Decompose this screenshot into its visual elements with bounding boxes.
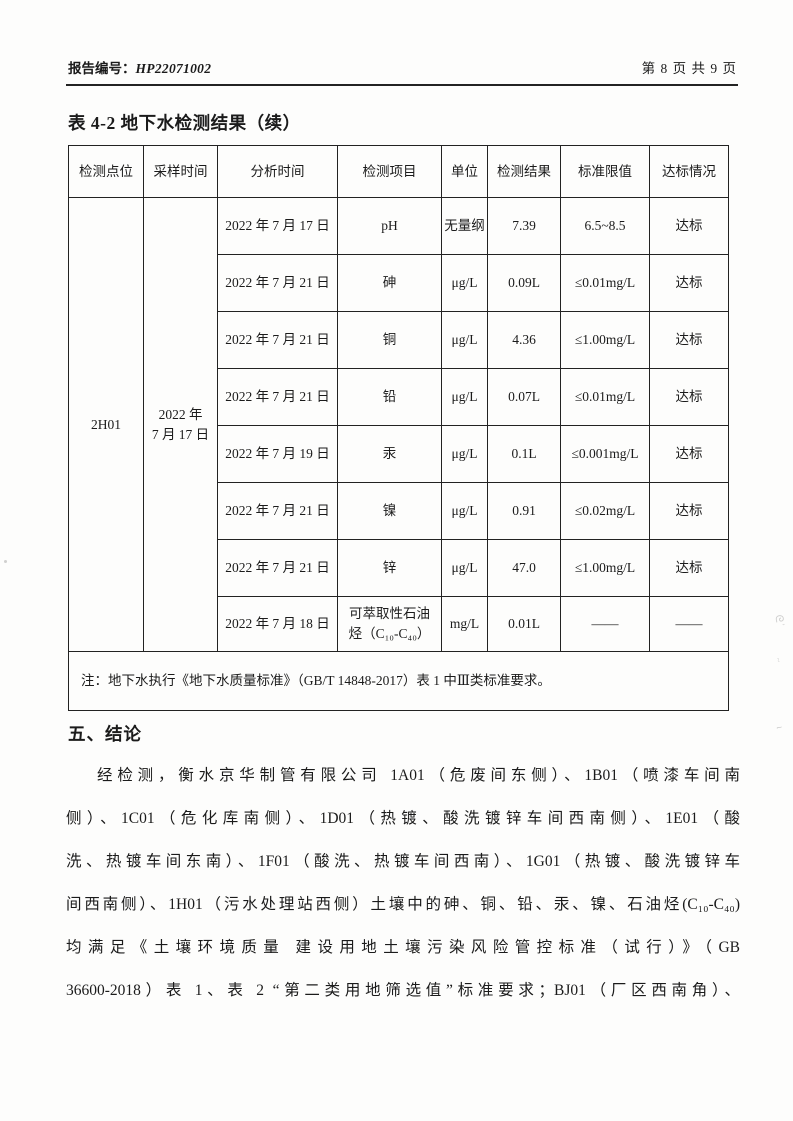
cell-limit: ≤0.001mg/L bbox=[560, 425, 650, 483]
paragraph-line: 洗、热镀车间东南）、1F01（酸洗、热镀车间西南）、1G01（热镀、酸洗镀锌车 bbox=[66, 853, 740, 870]
cell-unit: μg/L bbox=[441, 425, 488, 483]
paragraph-line: 间西南侧）、1H01（污水处理站西侧）土壤中的砷、铜、铅、汞、镍、石油烃(C₁₀… bbox=[66, 896, 740, 913]
cell-analysis-date: 2022 年 7 月 18 日 bbox=[217, 596, 338, 652]
cell-unit: μg/L bbox=[441, 482, 488, 540]
cell-item: pH bbox=[337, 197, 442, 255]
scan-artifact: ᘓ᾽ bbox=[772, 613, 787, 630]
cell-item: 可萃取性石油 烃（C₁₀-C₄₀） bbox=[337, 596, 442, 652]
column-header-unit: 单位 bbox=[441, 145, 488, 198]
cell-analysis-date: 2022 年 7 月 21 日 bbox=[217, 368, 338, 426]
scan-artifact: ~ bbox=[772, 656, 784, 664]
table-header-row: 检测点位 采样时间 分析时间 检测项目 单位 检测结果 标准限值 达标情况 bbox=[68, 145, 729, 198]
table-row: 2022 年 7 月 19 日 汞 μg/L 0.1L ≤0.001mg/L 达… bbox=[69, 425, 729, 483]
paragraph-line: 均满足《土壤环境质量 建设用地土壤污染风险管控标准（试行）》（GB bbox=[66, 939, 740, 956]
cell-item: 铜 bbox=[337, 311, 442, 369]
report-number: HP22071002 bbox=[135, 61, 212, 76]
table-note-row: 注：地下水执行《地下水质量标准》（GB/T 14848-2017）表 1 中Ⅲ类… bbox=[68, 651, 729, 711]
page-number: 第 8 页 共 9 页 bbox=[641, 61, 737, 76]
cell-result: 0.07L bbox=[487, 368, 561, 426]
cell-status: 达标 bbox=[649, 425, 729, 483]
cell-limit: 6.5~8.5 bbox=[560, 197, 650, 255]
cell-limit: ≤1.00mg/L bbox=[560, 539, 650, 597]
cell-unit: 无量纲 bbox=[441, 197, 488, 255]
cell-status: 达标 bbox=[649, 254, 729, 312]
cell-status: —— bbox=[649, 596, 729, 652]
cell-result: 47.0 bbox=[487, 539, 561, 597]
cell-analysis-date: 2022 年 7 月 21 日 bbox=[217, 539, 338, 597]
cell-status: 达标 bbox=[649, 368, 729, 426]
paragraph-line: 36600-2018）表 1、表 2 “第二类用地筛选值”标准要求；BJ01（厂… bbox=[66, 982, 740, 999]
table-row: 2022 年 7 月 18 日 可萃取性石油 烃（C₁₀-C₄₀） mg/L 0… bbox=[69, 596, 729, 652]
table-row: 2022 年 7 月 21 日 铜 μg/L 4.36 ≤1.00mg/L 达标 bbox=[69, 311, 729, 369]
scan-artifact bbox=[4, 560, 7, 563]
cell-item: 镍 bbox=[337, 482, 442, 540]
cell-result: 0.01L bbox=[487, 596, 561, 652]
cell-status: 达标 bbox=[649, 197, 729, 255]
cell-unit: μg/L bbox=[441, 254, 488, 312]
scan-artifact: ι bbox=[773, 725, 785, 730]
table-title: 表 4-2 地下水检测结果（续） bbox=[68, 113, 301, 133]
paragraph-line: 侧）、1C01（危化库南侧）、1D01（热镀、酸洗镀锌车间西南侧）、1E01（酸 bbox=[66, 810, 740, 827]
cell-result: 0.09L bbox=[487, 254, 561, 312]
table-row: 2022 年 7 月 21 日 砷 μg/L 0.09L ≤0.01mg/L 达… bbox=[69, 254, 729, 312]
column-header-point: 检测点位 bbox=[68, 145, 144, 198]
report-number-label: 报告编号： bbox=[68, 61, 136, 76]
table-note: 注：地下水执行《地下水质量标准》（GB/T 14848-2017）表 1 中Ⅲ类… bbox=[68, 651, 729, 711]
cell-item: 锌 bbox=[337, 539, 442, 597]
conclusion-paragraph: 经检测，衡水京华制管有限公司 1A01（危废间东侧）、1B01（喷漆车间南 侧）… bbox=[66, 754, 740, 1012]
cell-unit: μg/L bbox=[441, 539, 488, 597]
cell-item: 砷 bbox=[337, 254, 442, 312]
report-number-line: 报告编号：HP22071002 bbox=[68, 57, 211, 77]
table-row: 2022 年 7 月 21 日 铅 μg/L 0.07L ≤0.01mg/L 达… bbox=[69, 368, 729, 426]
cell-limit: ≤0.01mg/L bbox=[560, 368, 650, 426]
cell-result: 4.36 bbox=[487, 311, 561, 369]
cell-unit: μg/L bbox=[441, 311, 488, 369]
cell-analysis-date: 2022 年 7 月 21 日 bbox=[217, 254, 338, 312]
paragraph-line: 经检测，衡水京华制管有限公司 1A01（危废间东侧）、1B01（喷漆车间南 bbox=[97, 767, 740, 784]
cell-status: 达标 bbox=[649, 539, 729, 597]
cell-monitoring-point: 2H01 bbox=[68, 197, 144, 652]
table-row: 2022 年 7 月 21 日 镍 μg/L 0.91 ≤0.02mg/L 达标 bbox=[69, 482, 729, 540]
conclusion-heading: 五、结论 bbox=[68, 724, 142, 744]
column-header-item: 检测项目 bbox=[337, 145, 442, 198]
table-row: 2022 年 7 月 21 日 锌 μg/L 47.0 ≤1.00mg/L 达标 bbox=[69, 539, 729, 597]
cell-analysis-date: 2022 年 7 月 17 日 bbox=[217, 197, 338, 255]
column-header-status: 达标情况 bbox=[649, 145, 729, 198]
cell-item: 汞 bbox=[337, 425, 442, 483]
cell-limit: ≤1.00mg/L bbox=[560, 311, 650, 369]
groundwater-results-table: 检测点位 采样时间 分析时间 检测项目 单位 检测结果 标准限值 达标情况 2H… bbox=[68, 145, 729, 711]
cell-sampling-time: 2022 年 7 月 17 日 bbox=[143, 197, 218, 652]
cell-limit: —— bbox=[560, 596, 650, 652]
cell-analysis-date: 2022 年 7 月 19 日 bbox=[217, 425, 338, 483]
column-header-limit: 标准限值 bbox=[560, 145, 650, 198]
cell-result: 0.1L bbox=[487, 425, 561, 483]
cell-unit: mg/L bbox=[441, 596, 488, 652]
cell-status: 达标 bbox=[649, 311, 729, 369]
cell-limit: ≤0.01mg/L bbox=[560, 254, 650, 312]
column-header-analysis-time: 分析时间 bbox=[217, 145, 338, 198]
cell-limit: ≤0.02mg/L bbox=[560, 482, 650, 540]
cell-analysis-date: 2022 年 7 月 21 日 bbox=[217, 311, 338, 369]
page-header: 报告编号：HP22071002 第 8 页 共 9 页 bbox=[68, 57, 737, 77]
cell-status: 达标 bbox=[649, 482, 729, 540]
cell-result: 0.91 bbox=[487, 482, 561, 540]
column-header-sampling-time: 采样时间 bbox=[143, 145, 218, 198]
cell-item: 铅 bbox=[337, 368, 442, 426]
cell-unit: μg/L bbox=[441, 368, 488, 426]
cell-analysis-date: 2022 年 7 月 21 日 bbox=[217, 482, 338, 540]
table-row: 2H01 2022 年 7 月 17 日 2022 年 7 月 17 日 pH … bbox=[68, 197, 729, 652]
header-divider bbox=[66, 84, 738, 86]
cell-result: 7.39 bbox=[487, 197, 561, 255]
column-header-result: 检测结果 bbox=[487, 145, 561, 198]
